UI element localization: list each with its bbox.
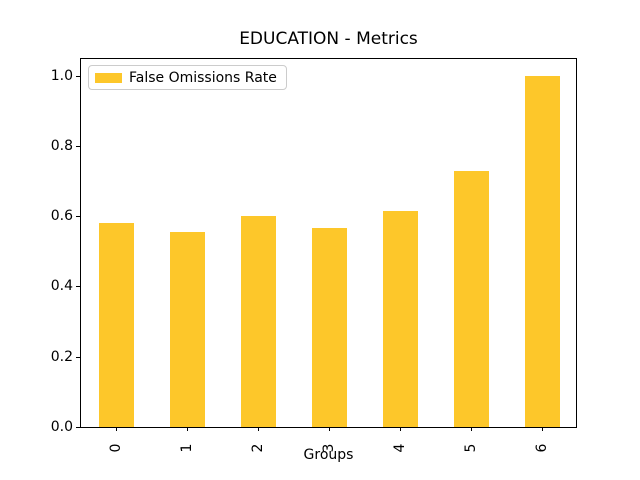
y-tick-mark (76, 427, 80, 428)
chart-title: EDUCATION - Metrics (239, 29, 418, 49)
y-tick-label: 0.0 (50, 419, 73, 435)
y-tick-mark (76, 145, 80, 147)
bar (524, 75, 561, 427)
y-tick-mark (76, 286, 80, 288)
legend-swatch (95, 72, 122, 83)
y-tick-label: 0.8 (50, 137, 73, 154)
y-tick-mark (76, 75, 80, 77)
legend-label: False Omissions Rate (129, 69, 277, 86)
x-tick-mark (541, 427, 543, 431)
x-tick-mark (186, 427, 188, 431)
y-tick-label: 0.2 (50, 348, 73, 365)
bar (169, 232, 206, 427)
y-tick-mark (76, 356, 80, 358)
y-tick-label: 0.4 (50, 278, 73, 295)
x-tick-mark (257, 427, 259, 431)
bar (240, 216, 277, 427)
y-tick-label: 0.6 (50, 208, 73, 225)
y-tick-label: 1.0 (50, 67, 73, 84)
x-tick-mark (328, 427, 330, 431)
x-axis-label: Groups (303, 447, 354, 463)
bar (382, 210, 419, 427)
bar (311, 228, 348, 427)
x-tick-mark (399, 427, 401, 431)
plot-area: False Omissions Rate (80, 58, 577, 428)
bar (453, 170, 490, 427)
legend: False Omissions Rate (88, 65, 287, 90)
bar (98, 223, 135, 427)
x-tick-mark (470, 427, 472, 431)
y-tick-mark (76, 216, 80, 218)
x-tick-mark (115, 427, 117, 431)
